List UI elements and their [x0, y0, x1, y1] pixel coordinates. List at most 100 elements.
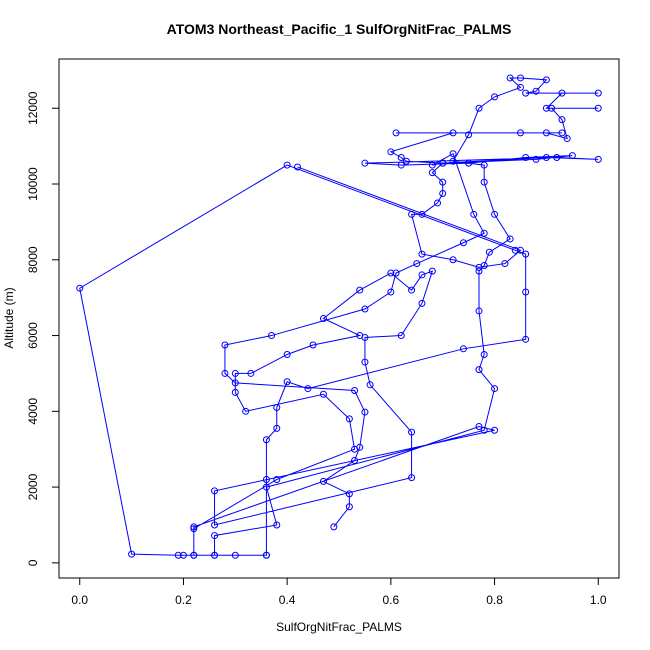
data-point [128, 550, 136, 558]
data-point [211, 521, 219, 529]
data-point [211, 487, 219, 495]
x-axis: 0.0 0.2 0.4 0.6 0.8 1.0 [71, 577, 607, 607]
data-point [345, 503, 353, 511]
y-tick-label: 4000 [26, 398, 40, 425]
y-tick-label: 8000 [26, 246, 40, 273]
data-point [485, 248, 493, 256]
data-point [356, 332, 364, 340]
data-point [283, 378, 291, 386]
data-point [501, 260, 509, 268]
x-tick-label: 0.8 [486, 593, 503, 607]
data-point [190, 525, 198, 533]
data-point [594, 89, 602, 97]
series-line [79, 77, 599, 556]
data-point [428, 267, 436, 275]
data-point [428, 161, 436, 169]
data-point [268, 332, 276, 340]
data-point [491, 210, 499, 218]
data-point [475, 104, 483, 112]
data-point [449, 256, 457, 264]
data-point [392, 129, 400, 137]
data-point [516, 83, 524, 91]
data-point [475, 366, 483, 374]
data-point [459, 345, 467, 353]
data-point [351, 386, 359, 394]
data-point [211, 551, 219, 559]
y-axis-label: Altitude (m) [2, 287, 16, 348]
data-point [408, 474, 416, 482]
data-point [174, 551, 182, 559]
data-point [465, 131, 473, 139]
data-point [273, 476, 281, 484]
data-point [309, 341, 317, 349]
data-point [516, 129, 524, 137]
data-point [491, 426, 499, 434]
data-point [351, 445, 359, 453]
data-point [319, 315, 327, 322]
data-point [179, 551, 187, 559]
data-point [231, 369, 239, 377]
data-point [408, 286, 416, 294]
data-point [439, 178, 447, 186]
data-point [439, 189, 447, 197]
data-point [262, 436, 270, 444]
data-point [449, 150, 457, 158]
data-point [542, 153, 550, 161]
data-point [522, 153, 530, 161]
x-tick-label: 0.2 [175, 593, 192, 607]
data-point [366, 381, 374, 389]
x-tick-label: 0.4 [279, 593, 296, 607]
data-point [273, 424, 281, 432]
data-point [330, 523, 338, 531]
data-point [594, 104, 602, 112]
data-point [480, 350, 488, 358]
data-point [397, 332, 405, 340]
data-point [568, 152, 576, 160]
x-tick-label: 0.6 [383, 593, 400, 607]
data-point [475, 263, 483, 271]
data-point [553, 153, 561, 161]
data-point [522, 89, 530, 97]
y-tick-label: 12000 [26, 91, 40, 125]
data-point [262, 551, 270, 559]
data-point [558, 129, 566, 137]
data-point [408, 210, 416, 218]
data-point [345, 490, 353, 498]
x-tick-label: 1.0 [590, 593, 607, 607]
data-point [522, 288, 530, 296]
data-point [76, 284, 84, 292]
chart-title: ATOM3 Northeast_Pacific_1 SulfOrgNitFrac… [167, 21, 512, 37]
data-point [387, 269, 395, 277]
data-point [273, 521, 281, 529]
data-point [262, 476, 270, 484]
data-point [506, 235, 514, 243]
data-point [397, 161, 405, 169]
series-line [297, 162, 522, 268]
data-point [294, 163, 302, 171]
data-point [361, 305, 369, 313]
data-point [439, 159, 447, 167]
data-point [356, 286, 364, 294]
data-point [522, 250, 530, 258]
data-point [242, 407, 250, 415]
data-point [231, 551, 239, 559]
data-point [475, 267, 483, 275]
data-point [413, 260, 421, 268]
data-point [470, 210, 478, 218]
data-point [532, 155, 540, 163]
data-point [262, 483, 270, 491]
data-point [361, 159, 369, 167]
data-point [449, 129, 457, 137]
data-point [511, 246, 519, 254]
data-point [361, 358, 369, 366]
data-point [231, 379, 239, 387]
data-point [558, 116, 566, 124]
data-point [475, 422, 483, 430]
data-point [247, 369, 255, 377]
data-point [387, 148, 395, 156]
data-point [304, 385, 312, 393]
data-point [465, 159, 473, 167]
data-point [491, 93, 499, 101]
